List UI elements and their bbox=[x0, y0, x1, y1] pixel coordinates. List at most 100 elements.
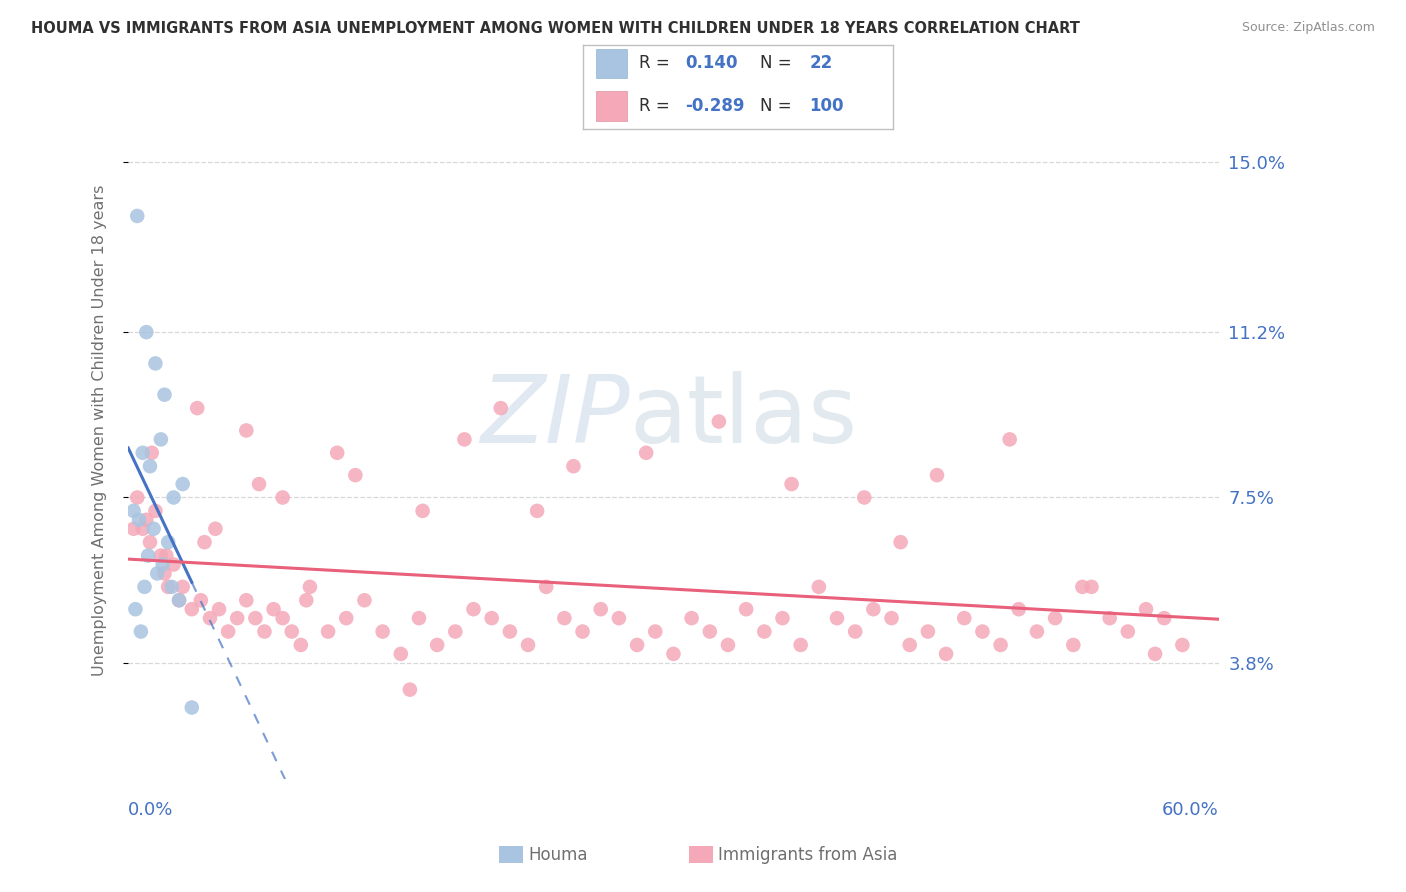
Point bbox=[127, 491, 149, 505]
Point bbox=[972, 624, 994, 639]
Point bbox=[122, 522, 145, 536]
Text: ZIP: ZIP bbox=[481, 371, 630, 462]
Point bbox=[1171, 638, 1194, 652]
Text: -0.289: -0.289 bbox=[686, 96, 745, 114]
Point bbox=[180, 602, 202, 616]
Point bbox=[208, 602, 231, 616]
Point bbox=[1071, 580, 1094, 594]
Point bbox=[145, 356, 167, 370]
Point bbox=[135, 513, 157, 527]
Point bbox=[190, 593, 212, 607]
Point bbox=[626, 638, 648, 652]
Point bbox=[489, 401, 512, 416]
Point bbox=[807, 580, 830, 594]
Point bbox=[127, 209, 149, 223]
Point bbox=[180, 700, 202, 714]
Text: atlas: atlas bbox=[630, 370, 858, 463]
Point bbox=[139, 459, 162, 474]
Point bbox=[155, 549, 177, 563]
Point bbox=[412, 504, 434, 518]
Point bbox=[149, 433, 172, 447]
Point bbox=[880, 611, 903, 625]
Point bbox=[1144, 647, 1167, 661]
Point bbox=[898, 638, 921, 652]
Point bbox=[131, 522, 153, 536]
Point bbox=[326, 446, 349, 460]
Point bbox=[990, 638, 1012, 652]
Point bbox=[162, 558, 184, 572]
Point bbox=[280, 624, 302, 639]
Point bbox=[149, 549, 172, 563]
Point bbox=[499, 624, 522, 639]
Point bbox=[128, 513, 150, 527]
Text: HOUMA VS IMMIGRANTS FROM ASIA UNEMPLOYMENT AMONG WOMEN WITH CHILDREN UNDER 18 YE: HOUMA VS IMMIGRANTS FROM ASIA UNEMPLOYME… bbox=[31, 21, 1080, 36]
Point bbox=[263, 602, 285, 616]
Text: Houma: Houma bbox=[529, 846, 588, 863]
Point bbox=[162, 491, 184, 505]
Y-axis label: Unemployment Among Women with Children Under 18 years: Unemployment Among Women with Children U… bbox=[93, 185, 107, 676]
Text: N =: N = bbox=[759, 54, 797, 72]
Point bbox=[193, 535, 215, 549]
Point bbox=[122, 504, 145, 518]
Point bbox=[953, 611, 976, 625]
Point bbox=[217, 624, 239, 639]
Point bbox=[426, 638, 449, 652]
Point bbox=[344, 468, 367, 483]
Point bbox=[153, 566, 176, 581]
Point bbox=[295, 593, 318, 607]
Point bbox=[1008, 602, 1031, 616]
Point bbox=[862, 602, 884, 616]
Point bbox=[571, 624, 593, 639]
Point bbox=[526, 504, 548, 518]
Text: 100: 100 bbox=[810, 96, 844, 114]
Point bbox=[772, 611, 794, 625]
Point bbox=[517, 638, 540, 652]
Point bbox=[463, 602, 485, 616]
Point bbox=[198, 611, 221, 625]
Bar bbox=[596, 49, 627, 78]
Point bbox=[562, 459, 585, 474]
Point bbox=[153, 387, 176, 401]
Point bbox=[1062, 638, 1084, 652]
Point bbox=[253, 624, 276, 639]
Point bbox=[789, 638, 811, 652]
Point bbox=[681, 611, 703, 625]
Point bbox=[925, 468, 948, 483]
Point bbox=[124, 602, 146, 616]
Point bbox=[167, 593, 190, 607]
Point bbox=[186, 401, 208, 416]
Point bbox=[152, 558, 174, 572]
Point bbox=[172, 580, 194, 594]
Point bbox=[1116, 624, 1139, 639]
Point bbox=[1080, 580, 1102, 594]
Point bbox=[754, 624, 776, 639]
Point bbox=[1098, 611, 1121, 625]
Point bbox=[699, 624, 721, 639]
Point bbox=[139, 535, 162, 549]
Point bbox=[844, 624, 866, 639]
Point bbox=[481, 611, 503, 625]
Point bbox=[316, 624, 339, 639]
Point bbox=[607, 611, 630, 625]
Point bbox=[335, 611, 357, 625]
Point bbox=[142, 522, 165, 536]
Point bbox=[129, 624, 152, 639]
Point bbox=[780, 477, 803, 491]
Point bbox=[135, 325, 157, 339]
Point bbox=[717, 638, 740, 652]
Point bbox=[134, 580, 156, 594]
Point bbox=[444, 624, 467, 639]
Point bbox=[167, 593, 190, 607]
Point bbox=[1043, 611, 1066, 625]
Point bbox=[131, 446, 153, 460]
Point bbox=[290, 638, 312, 652]
Point bbox=[136, 549, 159, 563]
Point bbox=[453, 433, 475, 447]
Point bbox=[141, 446, 163, 460]
Point bbox=[235, 593, 257, 607]
Text: R =: R = bbox=[640, 96, 675, 114]
Point bbox=[707, 415, 730, 429]
Point bbox=[917, 624, 939, 639]
Point bbox=[204, 522, 226, 536]
Point bbox=[399, 682, 422, 697]
